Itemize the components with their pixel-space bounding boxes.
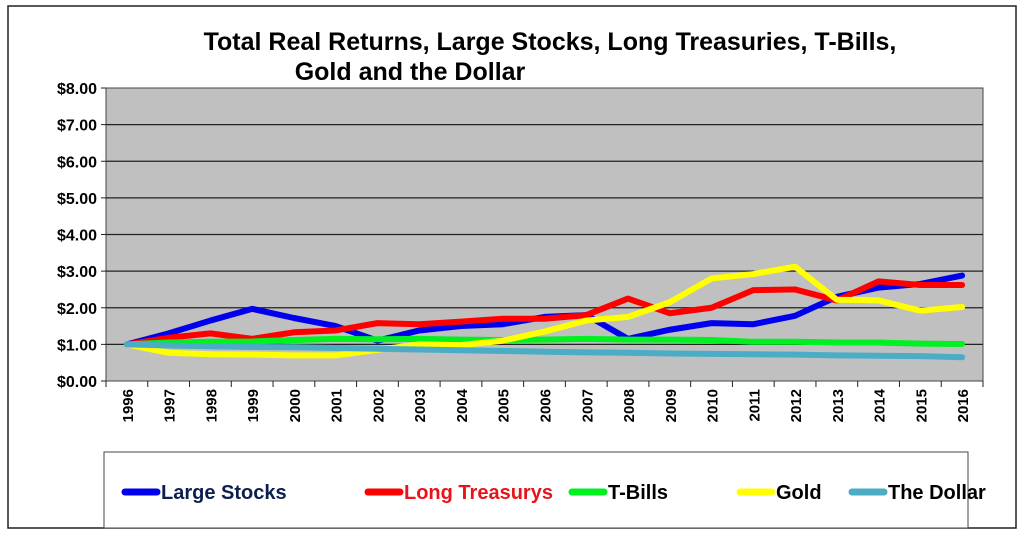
y-tick-label: $1.00 <box>57 337 97 354</box>
y-tick-label: $2.00 <box>57 301 97 318</box>
series-line-gold <box>123 263 966 359</box>
x-tick-label: 1998 <box>203 389 220 422</box>
x-tick-label: 1999 <box>245 389 262 422</box>
x-tick-label: 2008 <box>621 389 638 422</box>
y-tick-label: $7.00 <box>57 118 97 135</box>
x-tick-label: 2004 <box>454 388 471 422</box>
legend-label-the-dollar: The Dollar <box>888 482 986 504</box>
series-line-long-treasurys <box>123 278 966 348</box>
y-tick-label: $3.00 <box>57 264 97 281</box>
x-tick-label: 2011 <box>746 389 763 422</box>
chart-title-line-1: Total Real Returns, Large Stocks, Long T… <box>204 28 897 56</box>
x-tick-label: 2009 <box>663 389 680 422</box>
chart-title-line-2: Gold and the Dollar <box>295 58 526 86</box>
x-tick-label: 2010 <box>705 389 722 422</box>
series-line-the-dollar <box>123 341 966 361</box>
series-line-t-bills <box>123 335 966 348</box>
x-tick-label: 2003 <box>412 389 429 422</box>
x-tick-label: 2013 <box>830 389 847 422</box>
legend-label-long-treasurys: Long Treasurys <box>404 482 553 504</box>
x-tick-label: 2015 <box>913 389 930 422</box>
x-tick-label: 2006 <box>538 389 555 422</box>
x-tick-label: 2014 <box>872 388 889 422</box>
x-tick-label: 2000 <box>287 389 304 422</box>
x-tick-label: 1996 <box>120 389 137 422</box>
y-tick-label: $0.00 <box>57 374 97 391</box>
y-tick-label: $8.00 <box>57 81 97 98</box>
x-tick-label: 1997 <box>162 389 179 422</box>
y-tick-label: $4.00 <box>57 228 97 245</box>
legend-label-gold: Gold <box>776 482 822 504</box>
legend-label-t-bills: T-Bills <box>608 482 668 504</box>
legend-box <box>103 451 969 529</box>
x-tick-label: 2001 <box>329 389 346 422</box>
x-tick-label: 2007 <box>579 389 596 422</box>
x-tick-label: 2005 <box>496 389 513 422</box>
legend-label-large-stocks: Large Stocks <box>161 482 287 504</box>
y-tick-label: $5.00 <box>57 191 97 208</box>
x-tick-label: 2002 <box>370 389 387 422</box>
x-tick-label: 2016 <box>955 389 972 422</box>
x-tick-label: 2012 <box>788 389 805 422</box>
y-tick-label: $6.00 <box>57 154 97 171</box>
